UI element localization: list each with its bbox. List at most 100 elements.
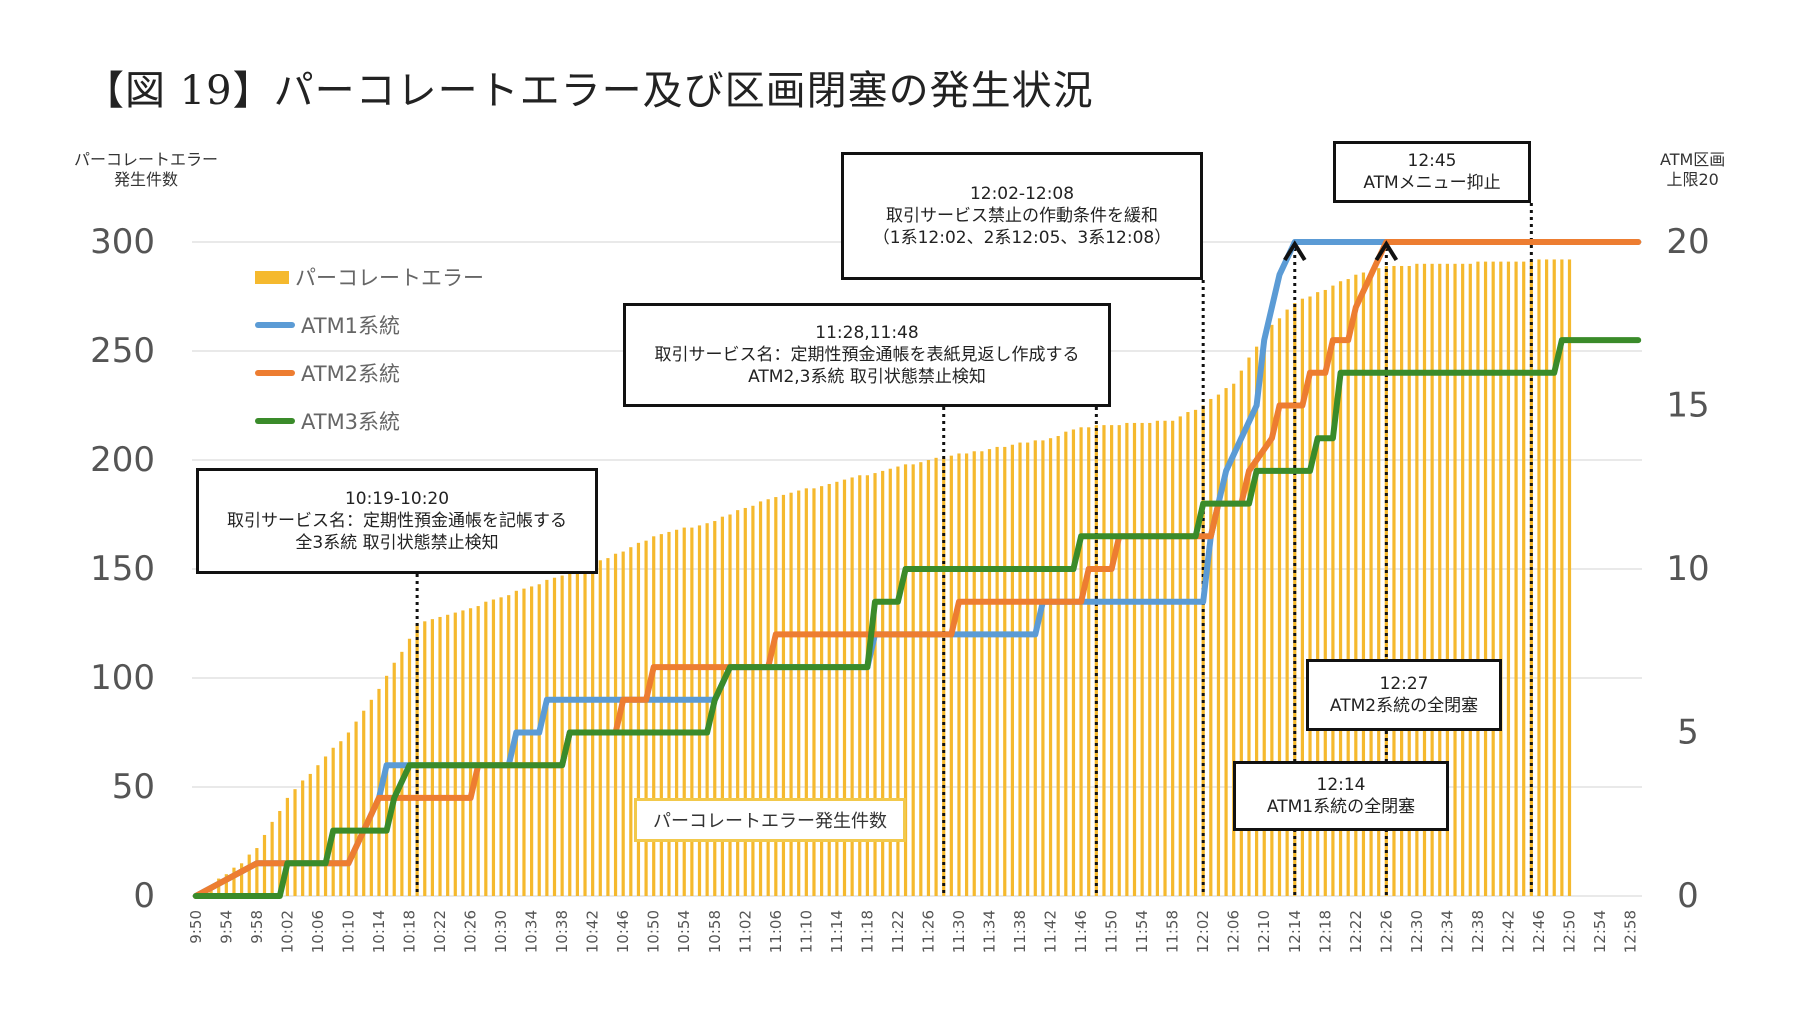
bar <box>1216 394 1221 896</box>
bar <box>438 616 442 896</box>
y-left-tick-200: 200 <box>90 440 155 480</box>
bar <box>1499 261 1503 896</box>
bar <box>1186 412 1190 896</box>
bar <box>1125 422 1129 896</box>
bar <box>1445 263 1449 896</box>
bar <box>850 477 854 896</box>
x-tick-11:54: 11:54 <box>1133 910 1151 953</box>
bar <box>1430 263 1434 896</box>
bar <box>491 599 496 896</box>
annotation-1019-line-1: 10:19-10:20 <box>344 489 450 509</box>
bar <box>751 505 755 896</box>
bar <box>331 747 335 896</box>
x-tick-11:42: 11:42 <box>1042 910 1060 953</box>
bar <box>224 874 228 896</box>
bar <box>629 547 633 896</box>
bar <box>1178 416 1182 896</box>
legend-swatch-atm3 <box>255 418 295 424</box>
bar <box>537 584 541 896</box>
bar <box>1506 261 1511 896</box>
y-right-tick-20: 20 <box>1666 222 1709 262</box>
bar <box>1117 425 1121 896</box>
bar <box>667 531 671 896</box>
arrow-head-1226 <box>1374 240 1399 262</box>
y-left-tick-250: 250 <box>90 331 155 371</box>
series-line-atm3 <box>192 337 1642 899</box>
x-tick-11:18: 11:18 <box>858 910 876 953</box>
x-tick-11:02: 11:02 <box>736 910 754 953</box>
x-tick-10:46: 10:46 <box>614 910 632 953</box>
bar <box>461 610 465 896</box>
bar <box>1247 357 1251 896</box>
bar <box>1384 265 1388 897</box>
x-tick-12:50: 12:50 <box>1561 910 1579 953</box>
bar <box>423 621 427 896</box>
bar <box>1102 425 1106 896</box>
x-axis: 9:50 9:54 9:58 10:02 10:06 10:10 10:14 10:18 10:… <box>187 910 1640 953</box>
bar <box>1079 427 1083 896</box>
bar <box>1354 274 1358 896</box>
bar <box>888 468 892 896</box>
bar <box>1110 425 1114 896</box>
legend-label-atm3: ATM3系統 <box>301 410 401 434</box>
bar <box>873 473 877 896</box>
bar <box>1392 265 1396 897</box>
bar <box>621 551 625 896</box>
bar <box>1422 263 1427 896</box>
bar <box>400 651 404 896</box>
x-tick-10:10: 10:10 <box>339 910 357 953</box>
bar <box>682 527 686 896</box>
x-tick-10:14: 10:14 <box>370 910 388 953</box>
bar <box>1010 444 1014 896</box>
bar <box>270 821 274 896</box>
bar <box>690 527 694 896</box>
bar <box>560 575 564 896</box>
bar <box>339 741 343 896</box>
legend-swatch-bar <box>255 270 289 284</box>
bar <box>1140 422 1144 896</box>
bars <box>201 259 1572 897</box>
annotation-1128-line-1: 11:28,11:48 <box>815 323 919 343</box>
bar <box>842 479 847 896</box>
bar <box>1476 261 1480 896</box>
bar <box>1064 431 1068 896</box>
y-left-tick-0: 0 <box>133 876 155 916</box>
bar <box>1308 296 1312 896</box>
arrows <box>1283 240 1399 262</box>
bar <box>1361 272 1366 896</box>
bar <box>1056 436 1060 896</box>
bar <box>1491 261 1495 896</box>
bar <box>1545 259 1549 896</box>
x-tick-11:58: 11:58 <box>1164 910 1182 953</box>
figure-title: 【図 19】パーコレートエラー及び区画閉塞の発生状況 <box>84 68 1094 114</box>
bar <box>530 586 534 896</box>
bar <box>522 588 526 896</box>
bar <box>285 797 289 896</box>
x-tick-11:26: 11:26 <box>919 910 937 953</box>
x-tick-10:30: 10:30 <box>492 910 510 953</box>
bar <box>1087 427 1091 896</box>
bar <box>911 464 915 896</box>
bar <box>804 488 808 896</box>
bar <box>446 614 450 896</box>
bar <box>957 453 961 896</box>
bar <box>865 475 869 896</box>
bar-series-center-label: パーコレートエラー発生件数 <box>634 798 906 842</box>
bar <box>827 483 831 896</box>
bar <box>720 516 724 896</box>
bar <box>430 619 434 896</box>
bar <box>1331 285 1335 897</box>
bar <box>1171 420 1175 896</box>
bar <box>1323 289 1327 897</box>
bar <box>728 514 732 896</box>
bar <box>1300 298 1304 896</box>
x-tick-10:38: 10:38 <box>553 910 571 953</box>
bar <box>1262 333 1266 896</box>
bar <box>1407 265 1411 897</box>
bar <box>835 481 839 896</box>
bar <box>369 699 373 896</box>
bar <box>1522 261 1526 896</box>
bar <box>1453 263 1457 896</box>
legend-label-atm1: ATM1系統 <box>301 314 401 338</box>
bar <box>1071 429 1076 896</box>
